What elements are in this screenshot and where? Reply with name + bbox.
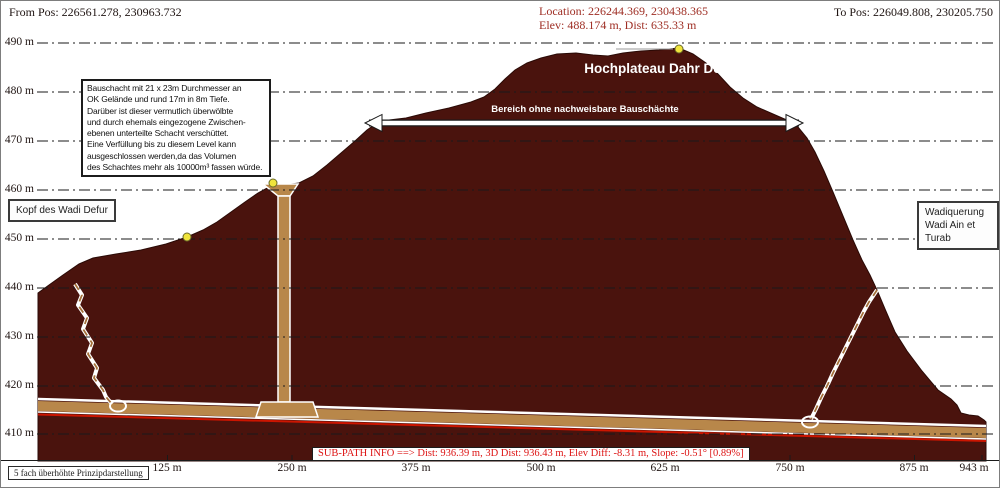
left-gallery-fill	[74, 283, 113, 405]
label-bereich-ohne-bauschaechte: Bereich ohne nachweisbare Bauschächte	[491, 104, 679, 115]
label-hochplateau: Hochplateau Dahr Defur	[584, 61, 739, 76]
y-tick-450: 450 m	[4, 232, 34, 244]
label-wadiquerung: Wadiquerung Wadi Ain et Turab	[917, 201, 999, 250]
shaft-top-marker	[268, 178, 278, 188]
y-tick-480: 480 m	[4, 85, 34, 97]
x-tick-125: 125 m	[152, 462, 182, 474]
range-arrow	[363, 113, 805, 133]
left-gallery-bulb	[109, 399, 127, 413]
x-tick-375: 375 m	[401, 462, 431, 474]
to-position-label: To Pos: 226049.808, 230205.750	[833, 5, 993, 19]
sub-path-red-line	[37, 413, 987, 442]
y-tick-440: 440 m	[4, 281, 34, 293]
y-tick-420: 420 m	[4, 379, 34, 391]
x-tick-875: 875 m	[899, 462, 929, 474]
tunnel-top-white-line	[37, 397, 987, 428]
y-tick-430: 430 m	[4, 330, 34, 342]
cursor-elevation-label: Elev: 488.174 m, Dist: 635.33 m	[539, 18, 697, 32]
tunnel-bottom-white-line	[37, 411, 987, 440]
x-tick-750: 750 m	[775, 462, 805, 474]
horizontal-gridlines	[37, 42, 994, 435]
right-gallery-fill	[810, 289, 878, 420]
y-tick-460: 460 m	[4, 183, 34, 195]
from-position-label: From Pos: 226561.278, 230963.732	[9, 5, 182, 19]
exaggeration-note-box: 5 fach überhöhte Prinzipdarstellung	[8, 466, 149, 480]
y-tick-410: 410 m	[4, 427, 34, 439]
y-tick-470: 470 m	[4, 134, 34, 146]
sub-path-info-box: SUB-PATH INFO ==> Dist: 936.39 m, 3D Dis…	[312, 447, 750, 461]
shaft-body	[277, 195, 291, 403]
shaft-annotation-box: Bauschacht mit 21 x 23m Durchmesser an O…	[81, 79, 271, 178]
surface-point-marker	[182, 232, 192, 242]
terrain-profile-area	[37, 47, 987, 462]
right-gallery-bulb	[801, 415, 819, 429]
shaft-base-flare	[254, 401, 320, 418]
current-location-marker	[674, 44, 684, 54]
x-tick-500: 500 m	[526, 462, 556, 474]
x-tick-250: 250 m	[277, 462, 307, 474]
x-tick-625: 625 m	[650, 462, 680, 474]
label-kopf-des-wadi-defur: Kopf des Wadi Defur	[8, 199, 116, 222]
cursor-location-label: Location: 226244.369, 230438.365	[539, 4, 708, 18]
x-tick-943: 943 m	[959, 462, 989, 474]
y-tick-490: 490 m	[4, 36, 34, 48]
